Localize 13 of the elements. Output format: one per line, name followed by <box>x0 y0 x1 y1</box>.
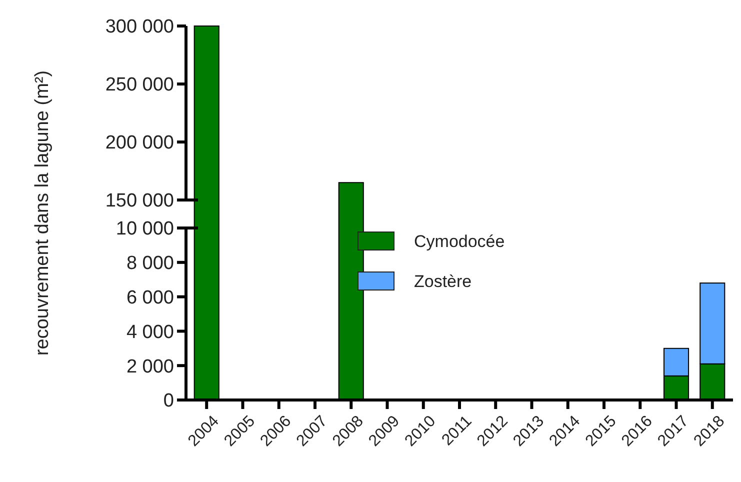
y-tick-label: 300 000 <box>105 16 174 38</box>
y-tick-label: 200 000 <box>105 132 174 154</box>
y-tick-label: 250 000 <box>105 74 174 96</box>
legend-label: Zostère <box>414 272 472 291</box>
y-axis-title: recouvrement dans la lagune (m²) <box>32 70 53 356</box>
y-tick-label: 0 <box>163 390 174 412</box>
y-tick-label: 150 000 <box>105 190 174 212</box>
y-tick-label: 4 000 <box>126 322 174 343</box>
legend-label: Cymodocée <box>414 232 505 251</box>
y-tick-label: 2 000 <box>126 356 174 378</box>
y-tick-label: 10 000 <box>116 218 174 240</box>
y-tick-label: 8 000 <box>126 253 174 274</box>
y-tick-label: 6 000 <box>126 287 174 308</box>
